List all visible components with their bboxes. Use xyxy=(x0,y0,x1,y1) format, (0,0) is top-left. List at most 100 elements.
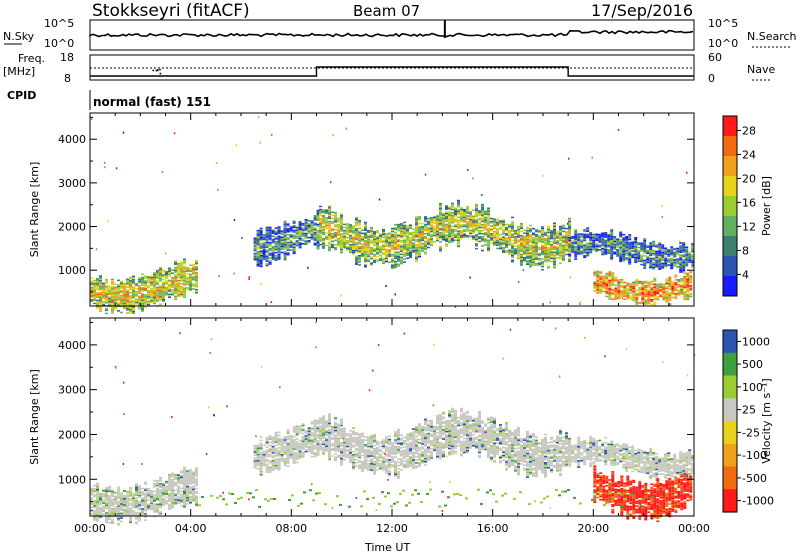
heatmap-cell xyxy=(478,240,481,243)
heatmap-cell xyxy=(568,220,571,223)
heatmap-cell xyxy=(496,227,499,230)
heatmap-cell xyxy=(475,208,478,210)
heatmap-cell xyxy=(544,242,547,244)
heatmap-cell xyxy=(162,281,165,284)
heatmap-cell xyxy=(511,225,514,228)
heatmap-cell xyxy=(439,227,442,229)
heatmap-cell xyxy=(322,230,325,232)
heatmap-cell xyxy=(262,237,266,239)
heatmap-cell xyxy=(171,480,174,482)
heatmap-cell xyxy=(541,249,544,251)
heatmap-cell xyxy=(325,227,328,230)
heatmap-cell xyxy=(135,287,138,290)
heatmap-cell xyxy=(658,256,662,258)
heatmap-cell xyxy=(180,267,183,270)
heatmap-cell xyxy=(262,249,266,251)
heatmap-cell xyxy=(691,243,695,245)
heatmap-cell xyxy=(265,238,269,241)
heatmap-cell xyxy=(277,437,281,440)
heatmap-cell xyxy=(286,465,290,467)
heatmap-cell xyxy=(262,258,266,261)
heatmap-cell xyxy=(253,242,257,244)
heatmap-cell xyxy=(689,271,693,273)
heatmap-cell xyxy=(679,269,683,272)
heatmap-cell xyxy=(349,225,352,228)
scatter-speck xyxy=(332,134,334,137)
heatmap-cell xyxy=(652,242,656,244)
heatmap-cell xyxy=(183,266,186,268)
heatmap-cell xyxy=(132,278,135,281)
heatmap-cell xyxy=(367,231,370,233)
heatmap-cell xyxy=(364,266,367,268)
heatmap-cell xyxy=(605,278,609,281)
heatmap-cell xyxy=(310,440,314,442)
heatmap-cell xyxy=(415,226,418,229)
heatmap-cell xyxy=(514,240,517,243)
heatmap-cell xyxy=(436,223,439,225)
heatmap-cell xyxy=(637,257,641,259)
heatmap-cell xyxy=(256,455,260,457)
heatmap-cell xyxy=(641,294,645,297)
heatmap-cell xyxy=(280,457,284,459)
heatmap-cell xyxy=(490,234,493,237)
heatmap-cell xyxy=(126,506,129,508)
heatmap-cell xyxy=(523,247,526,250)
heatmap-cell xyxy=(93,516,96,518)
heatmap-cell xyxy=(265,438,269,440)
heatmap-cell xyxy=(171,289,174,291)
heatmap-cell xyxy=(141,509,144,512)
heatmap-cell xyxy=(655,252,659,254)
heatmap-cell xyxy=(650,300,654,302)
heatmap-cell xyxy=(670,250,674,253)
heatmap-cell xyxy=(511,236,514,239)
heatmap-cell xyxy=(442,237,445,239)
heatmap-cell xyxy=(334,231,337,234)
heatmap-cell xyxy=(556,240,559,242)
heatmap-cell xyxy=(562,244,565,246)
heatmap-cell xyxy=(108,496,111,499)
heatmap-cell xyxy=(379,250,382,252)
heatmap-cell xyxy=(271,469,275,471)
heatmap-cell xyxy=(141,503,144,506)
heatmap-cell xyxy=(346,236,349,239)
heatmap-cell xyxy=(301,423,305,425)
scatter-speck xyxy=(233,272,235,275)
heatmap-cell xyxy=(132,301,135,304)
scatter-speck xyxy=(385,285,387,287)
heatmap-cell xyxy=(508,231,511,234)
heatmap-cell xyxy=(153,284,156,286)
scatter-speck xyxy=(686,171,688,174)
heatmap-cell xyxy=(337,228,340,230)
heatmap-cell xyxy=(132,275,135,278)
heatmap-cell xyxy=(147,508,150,510)
heatmap-cell xyxy=(180,478,183,480)
heatmap-cell xyxy=(90,299,93,301)
heatmap-cell xyxy=(162,498,165,500)
heatmap-cell xyxy=(111,293,114,296)
heatmap-cell xyxy=(355,258,358,261)
heatmap-cell xyxy=(364,264,367,267)
heatmap-cell xyxy=(610,232,614,234)
heatmap-cell xyxy=(313,446,317,448)
heatmap-cell xyxy=(153,293,156,295)
heatmap-cell xyxy=(682,261,686,264)
heatmap-cell xyxy=(541,264,544,266)
heatmap-cell xyxy=(469,226,472,228)
heatmap-cell xyxy=(667,261,671,263)
heatmap-cell xyxy=(313,452,317,455)
heatmap-cell xyxy=(331,240,334,243)
heatmap-cell xyxy=(316,452,320,455)
heatmap-cell xyxy=(367,238,370,241)
heatmap-cell xyxy=(541,252,544,254)
heatmap-cell xyxy=(653,291,657,293)
heatmap-cell xyxy=(174,283,177,285)
heatmap-cell xyxy=(268,263,272,265)
heatmap-cell xyxy=(129,312,132,314)
heatmap-cell xyxy=(397,252,400,255)
heatmap-cell xyxy=(535,241,538,243)
heatmap-cell xyxy=(526,249,529,252)
heatmap-cell xyxy=(256,246,260,249)
heatmap-cell xyxy=(391,261,394,263)
heatmap-cell xyxy=(96,507,99,510)
heatmap-cell xyxy=(126,283,129,285)
